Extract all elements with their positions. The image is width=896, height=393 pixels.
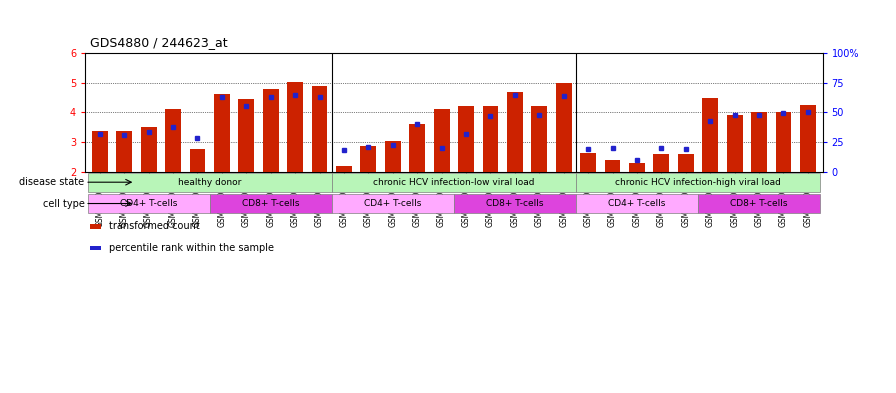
Bar — [116, 130, 132, 171]
Bar — [605, 160, 620, 171]
Text: transformed count: transformed count — [108, 221, 199, 231]
Bar — [507, 92, 522, 171]
Bar — [653, 154, 669, 171]
FancyBboxPatch shape — [332, 173, 576, 192]
Bar — [702, 98, 718, 171]
Bar — [678, 154, 694, 171]
FancyBboxPatch shape — [88, 194, 210, 213]
Bar — [531, 106, 547, 171]
Bar — [751, 112, 767, 171]
Text: CD8+ T-cells: CD8+ T-cells — [242, 199, 299, 208]
Text: CD4+ T-cells: CD4+ T-cells — [120, 199, 177, 208]
Text: GDS4880 / 244623_at: GDS4880 / 244623_at — [90, 36, 228, 49]
Bar — [483, 106, 498, 171]
Bar — [727, 115, 743, 171]
FancyBboxPatch shape — [88, 173, 332, 192]
Bar — [385, 141, 401, 171]
Bar — [336, 166, 352, 171]
Bar — [288, 82, 303, 171]
Bar — [800, 105, 816, 171]
Bar — [581, 153, 596, 171]
Text: chronic HCV infection-low viral load: chronic HCV infection-low viral load — [373, 178, 535, 187]
Bar — [409, 123, 425, 171]
FancyBboxPatch shape — [210, 194, 332, 213]
FancyBboxPatch shape — [454, 194, 576, 213]
Text: CD4+ T-cells: CD4+ T-cells — [364, 199, 421, 208]
FancyBboxPatch shape — [576, 173, 820, 192]
Bar — [776, 112, 791, 171]
Bar — [214, 94, 229, 171]
Bar — [165, 109, 181, 171]
Bar — [360, 146, 376, 171]
Bar — [556, 83, 572, 171]
Bar — [91, 130, 108, 171]
Bar — [629, 163, 645, 171]
Text: healthy donor: healthy donor — [178, 178, 241, 187]
Bar — [458, 106, 474, 171]
Bar — [190, 149, 205, 171]
Text: percentile rank within the sample: percentile rank within the sample — [108, 243, 273, 253]
Text: chronic HCV infection-high viral load: chronic HCV infection-high viral load — [615, 178, 781, 187]
Bar — [263, 89, 279, 171]
Text: disease state: disease state — [19, 177, 84, 187]
FancyBboxPatch shape — [698, 194, 820, 213]
Bar — [434, 109, 450, 171]
Bar — [312, 86, 327, 171]
FancyBboxPatch shape — [576, 194, 698, 213]
Bar — [238, 99, 254, 171]
Text: CD8+ T-cells: CD8+ T-cells — [730, 199, 788, 208]
Text: cell type: cell type — [42, 198, 84, 209]
FancyBboxPatch shape — [332, 194, 454, 213]
Text: CD4+ T-cells: CD4+ T-cells — [608, 199, 666, 208]
Text: CD8+ T-cells: CD8+ T-cells — [487, 199, 544, 208]
Bar — [141, 127, 157, 171]
